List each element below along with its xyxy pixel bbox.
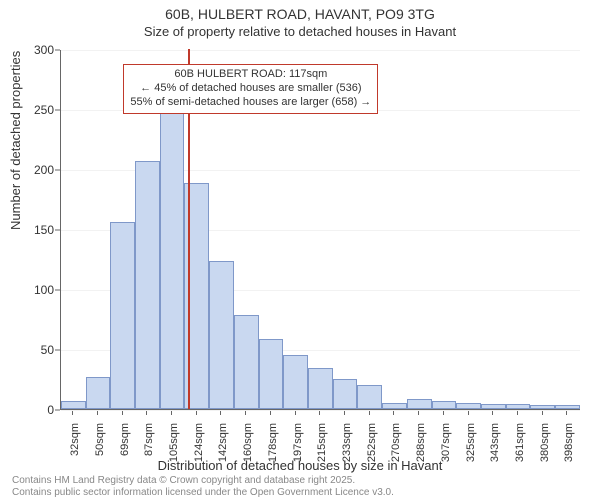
- histogram-bar: [456, 403, 481, 409]
- histogram-bar: [530, 405, 555, 409]
- x-axis-label: Distribution of detached houses by size …: [0, 458, 600, 473]
- gridline-h: [61, 410, 580, 411]
- histogram-bar: [259, 339, 284, 409]
- histogram-bar: [407, 399, 432, 409]
- chart-container: 60B, HULBERT ROAD, HAVANT, PO9 3TG Size …: [0, 0, 600, 500]
- footer-line-2: Contains public sector information licen…: [12, 487, 394, 498]
- annotation-line: 55% of semi-detached houses are larger (…: [130, 96, 371, 110]
- histogram-bar: [308, 368, 333, 409]
- annotation-box: 60B HULBERT ROAD: 117sqm← 45% of detache…: [123, 64, 378, 113]
- histogram-bar: [135, 161, 160, 409]
- y-tick-label: 150: [14, 223, 54, 237]
- histogram-bar: [382, 403, 407, 409]
- histogram-bar: [357, 385, 382, 409]
- footer-text: Contains HM Land Registry data © Crown c…: [12, 475, 394, 498]
- histogram-bar: [160, 111, 185, 409]
- annotation-line: ← 45% of detached houses are smaller (53…: [130, 82, 371, 96]
- annotation-line: 60B HULBERT ROAD: 117sqm: [130, 68, 371, 82]
- histogram-bar: [432, 401, 457, 409]
- histogram-bar: [209, 261, 234, 409]
- y-tick-label: 50: [14, 343, 54, 357]
- chart-title-sub: Size of property relative to detached ho…: [0, 24, 600, 39]
- chart-title-main: 60B, HULBERT ROAD, HAVANT, PO9 3TG: [0, 6, 600, 22]
- histogram-bar: [481, 404, 506, 409]
- footer-line-1: Contains HM Land Registry data © Crown c…: [12, 475, 355, 486]
- histogram-bar: [506, 404, 531, 409]
- y-axis-label: Number of detached properties: [8, 51, 23, 230]
- histogram-bar: [333, 379, 358, 409]
- y-tick-label: 100: [14, 283, 54, 297]
- plot-area: 60B HULBERT ROAD: 117sqm← 45% of detache…: [60, 50, 580, 410]
- y-tick-label: 200: [14, 163, 54, 177]
- y-tick-label: 250: [14, 103, 54, 117]
- histogram-bar: [110, 222, 135, 409]
- y-tick-label: 0: [14, 403, 54, 417]
- histogram-bar: [61, 401, 86, 409]
- gridline-h: [61, 50, 580, 51]
- histogram-bar: [283, 355, 308, 409]
- histogram-bar: [234, 315, 259, 409]
- histogram-bar: [86, 377, 111, 409]
- y-tick-label: 300: [14, 43, 54, 57]
- histogram-bar: [555, 405, 580, 409]
